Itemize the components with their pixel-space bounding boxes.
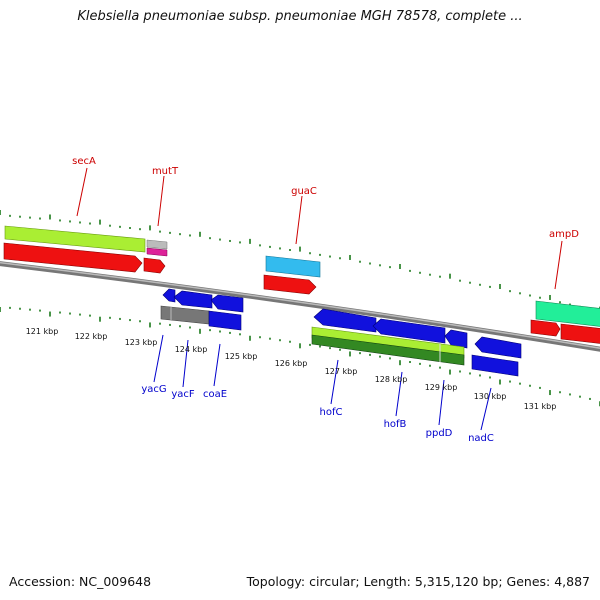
leader-yacG xyxy=(153,334,164,383)
gene-bar-mutT[interactable] xyxy=(146,239,168,250)
gene-bar-yacG-yacF[interactable] xyxy=(160,305,210,325)
scale-label: 131 kbp xyxy=(524,402,557,411)
scale-label: 126 kbp xyxy=(275,359,308,368)
gene-label-secA[interactable]: secA xyxy=(72,156,96,167)
leader-ppdD xyxy=(438,379,445,426)
genome-backbone-highlight xyxy=(0,261,600,349)
scale-label: 130 kbp xyxy=(474,392,507,401)
leader-yacF xyxy=(182,339,189,388)
scale-label: 123 kbp xyxy=(125,338,158,347)
gene-label-guaC[interactable]: guaC xyxy=(291,186,317,197)
gene-bar-secA[interactable] xyxy=(4,225,146,253)
scale-label: 129 kbp xyxy=(425,383,458,392)
leader-hofC xyxy=(330,359,339,405)
gene-label-yacG[interactable]: yacG xyxy=(141,384,166,395)
scale-label: 121 kbp xyxy=(26,327,59,336)
gene-label-yacF[interactable]: yacF xyxy=(171,389,195,400)
cds-arrow-nadC[interactable] xyxy=(474,336,522,359)
leader-mutT xyxy=(157,175,165,227)
leader-hofB xyxy=(395,371,403,417)
gene-label-hofB[interactable]: hofB xyxy=(384,419,407,430)
gene-bar-hofC-hofB-dark[interactable] xyxy=(311,334,465,366)
leader-coaE xyxy=(213,343,221,387)
leader-ampD xyxy=(554,240,563,290)
scale-label: 122 kbp xyxy=(75,332,108,341)
scale-label: 124 kbp xyxy=(175,345,208,354)
cds-arrow-ampD-1[interactable] xyxy=(530,319,561,337)
genome-backbone xyxy=(0,261,600,352)
gene-bar-guaC[interactable] xyxy=(265,255,321,278)
cds-arrow-ppdD[interactable] xyxy=(444,329,468,349)
gene-bar-nadC[interactable] xyxy=(471,354,519,377)
scale-label: 125 kbp xyxy=(225,352,258,361)
cds-arrow-mutT[interactable] xyxy=(143,257,166,274)
gene-bar-ampD[interactable] xyxy=(535,300,600,327)
gene-label-coaE[interactable]: coaE xyxy=(203,389,227,400)
cds-arrow-yacF[interactable] xyxy=(173,290,213,309)
cds-arrow-guaC[interactable] xyxy=(263,274,317,295)
cds-arrow-coaE[interactable] xyxy=(210,294,244,313)
leader-guaC xyxy=(295,195,303,245)
scale-label: 127 kbp xyxy=(325,367,358,376)
scale-label: 128 kbp xyxy=(375,375,408,384)
lower-scale-ticks xyxy=(0,306,600,407)
leader-nadC xyxy=(480,387,492,431)
gene-label-mutT[interactable]: mutT xyxy=(152,166,179,177)
cds-arrow-hofB[interactable] xyxy=(372,318,446,344)
gene-label-nadC[interactable]: nadC xyxy=(468,433,494,444)
rna-bar-mutT[interactable] xyxy=(146,247,168,257)
genome-summary-text: Topology: circular; Length: 5,315,120 bp… xyxy=(246,574,590,589)
cds-arrow-secA[interactable] xyxy=(3,242,143,273)
gene-bar-coaE[interactable] xyxy=(208,310,242,331)
leader-secA xyxy=(76,167,88,217)
cds-arrow-yacG[interactable] xyxy=(162,288,176,303)
gene-label-hofC[interactable]: hofC xyxy=(320,407,343,418)
gene-label-ampD[interactable]: ampD xyxy=(549,229,579,240)
upper-scale-ticks xyxy=(0,210,600,312)
accession-text: Accession: NC_009648 xyxy=(9,574,152,589)
cds-arrow-ampD-2[interactable] xyxy=(560,323,600,344)
gene-label-ppdD[interactable]: ppdD xyxy=(426,428,453,439)
map-title: Klebsiella pneumoniae subsp. pneumoniae … xyxy=(77,9,523,24)
